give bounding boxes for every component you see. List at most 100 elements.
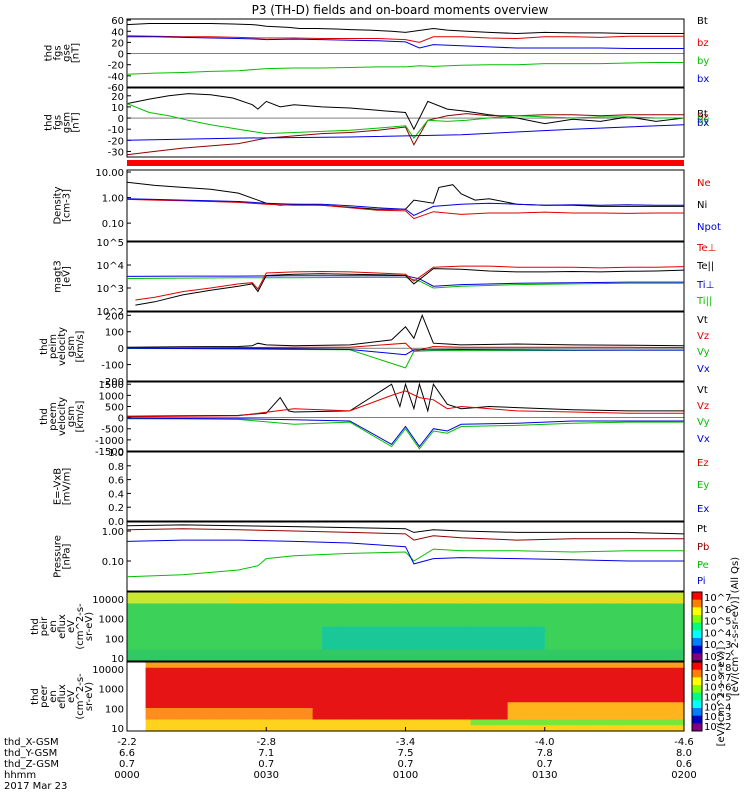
spectrogram-cell xyxy=(238,690,249,698)
spectrogram-cell xyxy=(127,662,137,669)
spectrogram-cell xyxy=(646,626,657,633)
spectrogram-cell xyxy=(191,696,202,703)
spectrogram-cell xyxy=(554,615,564,622)
spectrogram-cell xyxy=(470,725,481,732)
spectrogram-cell xyxy=(424,603,434,610)
spectrogram-cell xyxy=(294,713,304,721)
spectrogram-cell xyxy=(563,620,574,628)
spectrogram-cell xyxy=(489,713,499,721)
spectrogram-cell xyxy=(581,643,592,651)
spectrogram-cell xyxy=(127,696,137,703)
ylabel-line: (cm^2-s- xyxy=(75,673,86,720)
spectrogram-cell xyxy=(266,708,277,715)
spectrogram-cell xyxy=(609,638,620,645)
spectrogram-cell xyxy=(563,725,574,732)
spectrogram-cell xyxy=(321,673,332,680)
spectrogram-cell xyxy=(303,592,314,599)
spectrogram-cell xyxy=(609,603,620,610)
spectrogram-cell xyxy=(600,719,611,726)
y-tick-label: 10^5 xyxy=(97,238,124,249)
spectrogram-cell xyxy=(182,649,193,656)
spectrogram-cell xyxy=(210,615,221,622)
spectrogram-cell xyxy=(479,592,490,599)
spectrogram-cell xyxy=(247,592,258,599)
spectrogram-cell xyxy=(414,615,425,622)
spectrogram-cell xyxy=(136,603,147,610)
spectrogram-cell xyxy=(554,638,564,645)
spectrogram-cell xyxy=(201,638,212,645)
spectrogram-cell xyxy=(600,673,611,680)
spectrogram-cell xyxy=(433,615,444,622)
spectrogram-cell xyxy=(442,673,453,680)
spectrogram-cell xyxy=(164,620,175,628)
spectrogram-cell xyxy=(386,696,397,703)
spectrogram-cell xyxy=(127,592,137,599)
spectrogram-cell xyxy=(656,702,667,709)
spectrogram-cell xyxy=(210,719,221,726)
spectrogram-cell xyxy=(470,615,481,622)
spectrogram-cell xyxy=(405,592,416,599)
spectrogram-cell xyxy=(498,603,509,610)
ylabel-line: peir xyxy=(39,616,50,636)
plot-frame xyxy=(126,451,685,522)
spectrogram-cell xyxy=(535,632,546,639)
spectrogram-cell xyxy=(229,655,239,662)
spectrogram-cell xyxy=(396,690,407,698)
colorbar-segment xyxy=(692,638,702,647)
spectrogram-cell xyxy=(674,603,685,610)
spectrogram-cell xyxy=(535,702,546,709)
series-line-vy xyxy=(126,418,684,450)
spectrogram-cell xyxy=(340,597,351,605)
spectrogram-cell xyxy=(396,696,407,703)
ylabel-panel-3: Density[cm-3] xyxy=(53,186,73,224)
spectrogram-cell xyxy=(609,679,620,686)
spectrogram-cell xyxy=(656,615,667,622)
spectrogram-cell xyxy=(414,685,425,692)
ylabel-line: en xyxy=(48,620,59,633)
spectrogram-cell xyxy=(368,696,379,703)
spectrogram-cell xyxy=(591,615,602,622)
footer-value: -3.4 xyxy=(396,737,416,748)
spectrogram-cell xyxy=(127,603,137,610)
spectrogram-cell xyxy=(516,638,527,645)
spectrogram-cell xyxy=(600,690,611,698)
spectrogram-cell xyxy=(145,673,156,680)
spectrogram-cell xyxy=(331,685,342,692)
spectrogram-cell xyxy=(498,708,509,715)
spectrogram-cell xyxy=(479,673,490,680)
spectrogram-cell xyxy=(405,725,416,732)
spectrogram-cell xyxy=(600,638,611,645)
spectrogram-cell xyxy=(303,609,314,616)
spectrogram-cell xyxy=(127,685,137,692)
spectrogram-cell xyxy=(674,615,685,622)
spectrogram-cell xyxy=(331,696,342,703)
footer-value: 0130 xyxy=(532,770,557,781)
spectrogram-cell xyxy=(489,719,499,726)
spectrogram-cell xyxy=(609,685,620,692)
spectrogram-cell xyxy=(173,702,184,709)
spectrogram-cell xyxy=(461,725,472,732)
spectrogram-cell xyxy=(433,673,444,680)
spectrogram-cell xyxy=(470,638,481,645)
spectrogram-cell xyxy=(229,643,239,651)
spectrogram-cell xyxy=(665,626,676,633)
spectrogram-cell xyxy=(442,690,453,698)
spectrogram-cell xyxy=(619,643,629,651)
spectrogram-cell xyxy=(433,702,444,709)
spectrogram-cell xyxy=(321,679,332,686)
spectrogram-cell xyxy=(164,655,175,662)
spectrogram-cell xyxy=(275,626,286,633)
spectrogram-cell xyxy=(219,673,230,680)
spectrogram-cell xyxy=(516,713,527,721)
spectrogram-cell xyxy=(600,620,611,628)
spectrogram-cell xyxy=(619,673,629,680)
y-tick-label: 1.00 xyxy=(102,194,124,205)
spectrogram-cell xyxy=(247,615,258,622)
legend-entry: Vt xyxy=(697,385,708,396)
spectrogram-cell xyxy=(349,696,360,703)
spectrogram-cell xyxy=(266,725,277,732)
y-tick-label: 0 xyxy=(118,414,124,425)
spectrogram-cell xyxy=(127,638,137,645)
